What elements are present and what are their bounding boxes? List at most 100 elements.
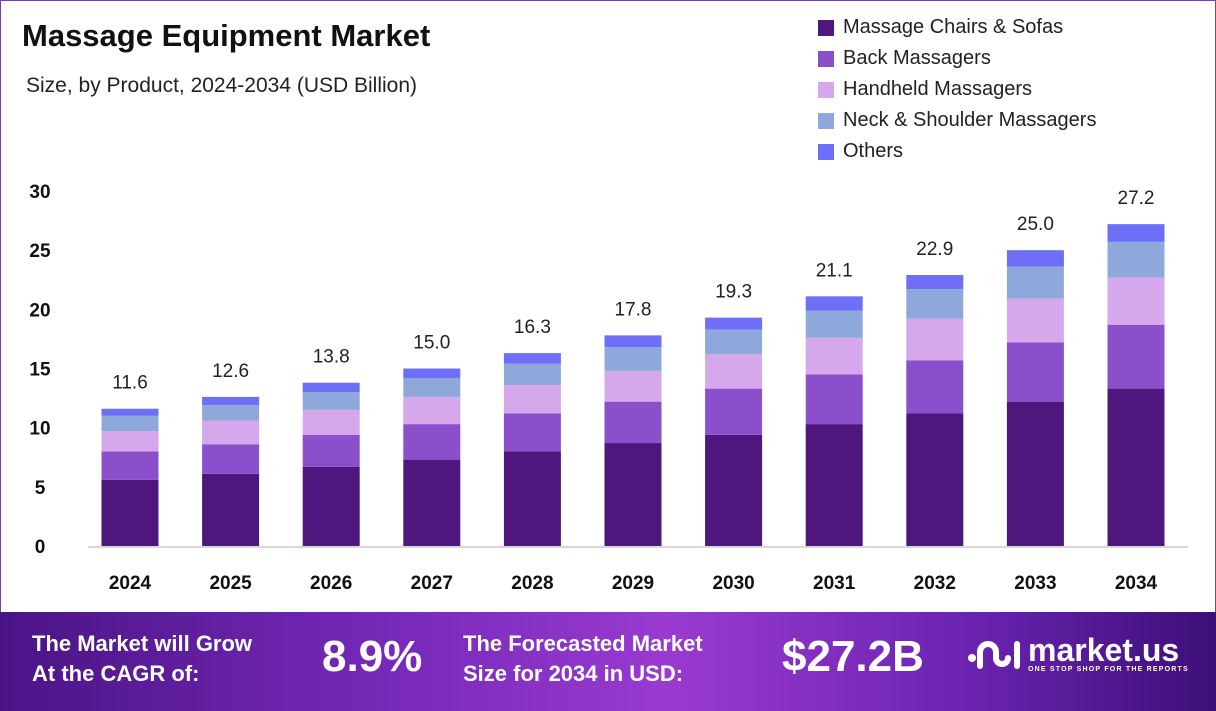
bar-segment — [202, 473, 260, 546]
data-label: 27.2 — [1118, 188, 1155, 209]
legend-label: Massage Chairs & Sofas — [843, 16, 1064, 38]
bar-segment — [906, 360, 964, 414]
bar-segment — [403, 424, 461, 460]
bar-segment — [403, 459, 461, 546]
bar-segment — [1107, 277, 1165, 325]
x-tick-label: 2032 — [914, 573, 956, 594]
bar-segment — [805, 424, 863, 546]
y-tick-label: 0 — [35, 537, 46, 558]
bar-segment — [403, 368, 461, 378]
bar-segment — [202, 444, 260, 474]
x-tick-label: 2031 — [813, 573, 856, 594]
data-label: 21.1 — [816, 260, 853, 281]
bar-segment — [302, 434, 360, 467]
x-tick-label: 2026 — [310, 573, 352, 594]
legend-item: Others — [818, 136, 1096, 167]
bar-segment — [805, 337, 863, 375]
y-tick-label: 30 — [29, 182, 50, 203]
bar-segment — [403, 377, 461, 397]
bar-segment — [1006, 298, 1064, 343]
legend-label: Back Massagers — [843, 47, 991, 69]
data-label: 22.9 — [916, 239, 953, 260]
bar-segment — [101, 451, 159, 480]
bar-segment — [705, 317, 763, 330]
y-tick-label: 25 — [29, 241, 51, 262]
x-tick-label: 2024 — [109, 573, 152, 594]
forecast-value: $27.2B — [782, 632, 924, 681]
bar-segment — [604, 347, 662, 371]
legend: Massage Chairs & Sofas Back Massagers Hand… — [818, 12, 1096, 167]
bar-segment — [302, 382, 360, 393]
data-label: 11.6 — [112, 373, 148, 394]
legend-item: Handheld Massagers — [818, 74, 1096, 105]
data-label: 12.6 — [212, 361, 249, 382]
x-tick-label: 2028 — [511, 573, 553, 594]
cagr-label-line1: The Market will Grow — [32, 631, 253, 656]
bar-segment — [1107, 224, 1165, 242]
legend-swatch — [818, 50, 834, 67]
legend-label: Neck & Shoulder Massagers — [843, 109, 1097, 131]
y-tick-label: 20 — [29, 300, 50, 321]
bar-segment — [805, 310, 863, 338]
brand-tagline: ONE STOP SHOP FOR THE REPORTS — [1028, 666, 1189, 673]
bar-segment — [302, 392, 360, 410]
legend-label: Others — [843, 140, 904, 162]
legend-item: Back Massagers — [818, 43, 1096, 74]
y-tick-label: 5 — [35, 478, 46, 499]
legend-swatch — [818, 19, 834, 36]
forecast-label-line2: Size for 2034 in USD: — [463, 661, 684, 686]
data-label: 17.8 — [615, 299, 652, 320]
cagr-label: The Market will Grow At the CAGR of: — [32, 629, 252, 689]
data-label: 13.8 — [313, 347, 350, 368]
bar-segment — [1107, 241, 1165, 278]
bar-segment — [604, 335, 662, 348]
cagr-label-line2: At the CAGR of: — [32, 661, 200, 686]
bar-segment — [1107, 388, 1165, 546]
data-label: 16.3 — [514, 317, 551, 338]
legend-swatch — [818, 143, 834, 160]
bar-segment — [503, 413, 561, 452]
bar-segment — [1006, 266, 1064, 299]
x-tick-label: 2027 — [411, 573, 453, 594]
bar-segment — [503, 385, 561, 414]
bar-segment — [604, 443, 662, 546]
bar-segment — [101, 408, 159, 416]
bar-segment — [503, 353, 561, 364]
bar-segment — [906, 413, 964, 546]
bar-segment — [805, 296, 863, 311]
data-label: 15.0 — [413, 333, 450, 354]
y-tick-label: 15 — [29, 360, 51, 381]
bar-segment — [705, 354, 763, 389]
chart-title: Massage Equipment Market — [22, 18, 431, 53]
data-label: 19.3 — [715, 282, 752, 303]
data-label: 25.0 — [1017, 214, 1054, 235]
bar-segment — [503, 451, 561, 546]
legend-item: Neck & Shoulder Massagers — [818, 105, 1096, 136]
bar-segment — [503, 363, 561, 386]
forecast-label: The Forecasted Market Size for 2034 in U… — [463, 629, 703, 689]
legend-swatch — [818, 112, 834, 129]
bar-segment — [101, 415, 159, 432]
cagr-value: 8.9% — [322, 632, 423, 681]
bar-segment — [202, 396, 260, 406]
bar-segment — [101, 479, 159, 546]
chart-subtitle: Size, by Product, 2024-2034 (USD Billion… — [26, 74, 418, 97]
bar-segment — [403, 396, 461, 425]
bar-segment — [805, 374, 863, 425]
bar-segment — [1006, 401, 1064, 546]
footer-banner: The Market will Grow At the CAGR of: 8.9… — [0, 612, 1216, 711]
y-tick-label: 10 — [29, 419, 50, 440]
bar-segment — [202, 405, 260, 421]
legend-item: Massage Chairs & Sofas — [818, 12, 1096, 43]
bar-segment — [302, 466, 360, 546]
bar-segment — [906, 275, 964, 290]
x-tick-label: 2034 — [1115, 573, 1158, 594]
x-tick-label: 2033 — [1014, 573, 1056, 594]
bar-segment — [302, 409, 360, 435]
bar-chart: 05101520253011.6202412.6202513.8202615.0… — [29, 182, 1188, 594]
x-tick-label: 2030 — [712, 573, 754, 594]
forecast-label-line1: The Forecasted Market — [463, 631, 703, 656]
bar-segment — [705, 388, 763, 435]
brand-name: market.us — [1028, 632, 1180, 668]
logo-mark-icon — [968, 640, 1020, 669]
